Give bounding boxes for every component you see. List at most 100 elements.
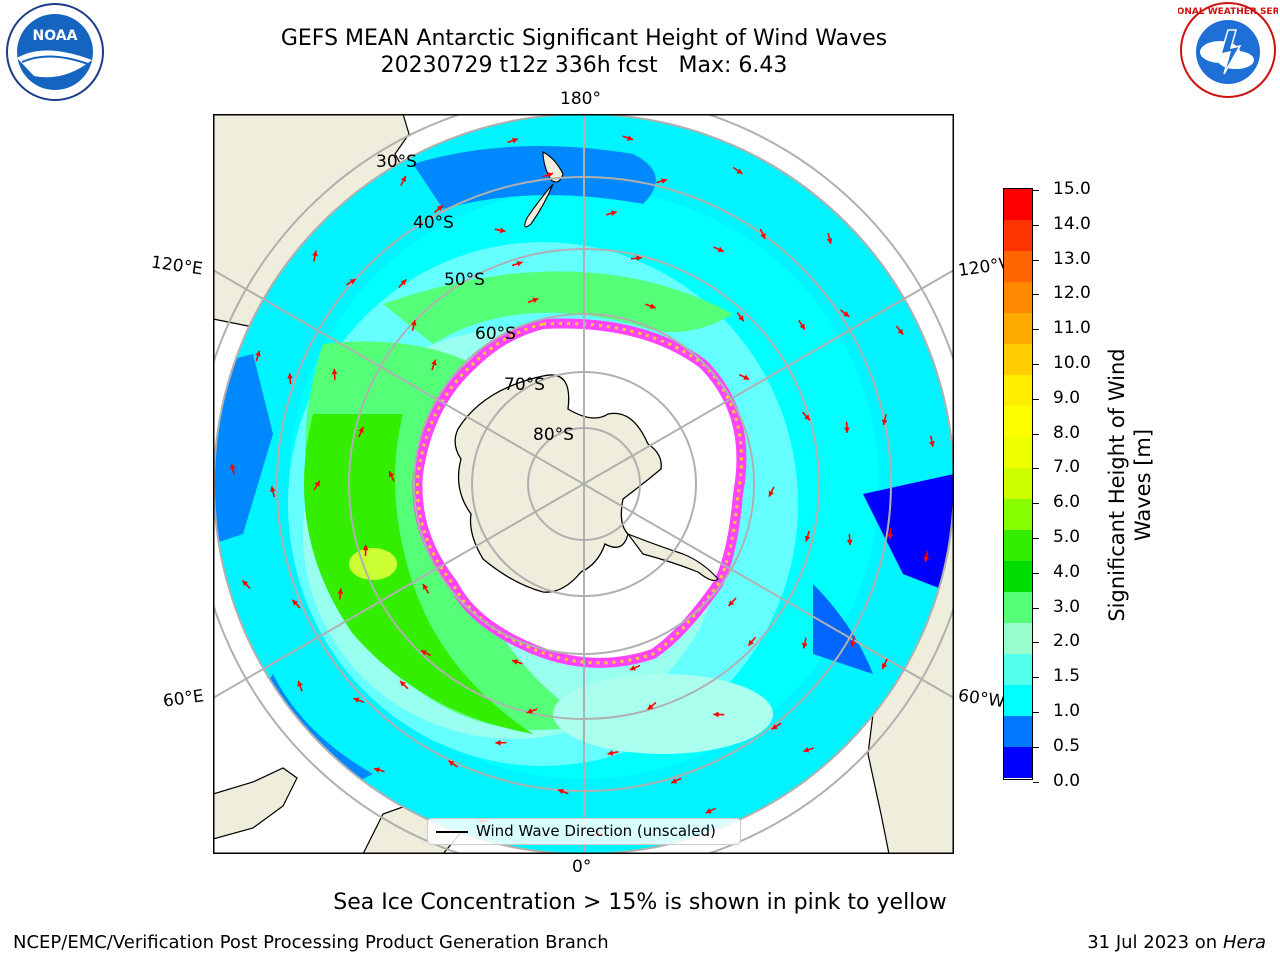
wave-arrow-head [717,246,724,253]
wave-arrow-head [512,659,519,665]
colorbar-tick-label: 12.0 [1053,283,1091,304]
colorbar-tick-label: 1.5 [1053,666,1081,687]
wave-arrow-head [388,471,395,478]
colorbar-tick-label: 5.0 [1053,527,1081,547]
wave-arrow-head [826,237,833,244]
wave-arrow-head [768,490,774,497]
nws-logo: NATIONAL WEATHER SERVICE [1178,2,1278,98]
wave-arrow-head [242,580,249,587]
wave-arrow-head [887,533,894,540]
sea-ice-note: Sea Ice Concentration > 15% is shown in … [333,890,947,915]
colorbar-tick-mark [1033,294,1039,296]
colorbar-tick-mark [1033,607,1039,609]
colorbar-title-line1: Significant Height of Wind [1105,348,1129,622]
wave-arrow-head [337,588,344,594]
wave-arrow-head [748,639,754,646]
wave-arrow-head [437,205,443,212]
wave-arrow-head [649,303,656,309]
colorbar-tick-mark [1033,642,1039,644]
colorbar-tick-label: 0.0 [1053,770,1081,791]
wave-arrow-head [846,539,853,546]
noaa-logo: NOAA [6,3,104,101]
colorbar-tick-label: 9.0 [1053,387,1081,408]
wave-arrow-head [362,544,369,551]
wave-arrow-head [844,427,850,433]
colorbar-segment [1004,282,1032,313]
colorbar-tick-label: 15.0 [1053,179,1091,199]
wave-arrow-head [314,480,320,487]
wave-direction-arrows [229,135,935,838]
wave-arrow-head [923,556,930,562]
colorbar-segment [1004,685,1032,716]
land-new-zealand [524,151,564,228]
footer-machine: Hera [1222,932,1266,953]
wave-arrow-head [422,583,429,590]
nws-logo-text: NATIONAL WEATHER SERVICE [1178,7,1278,17]
wave-arrow-head [897,328,904,335]
wave-arrow-head [495,739,501,746]
colorbar-tick-mark [1033,364,1039,365]
wave-arrow-head [881,662,888,669]
wave-arrow-head [312,250,318,257]
wave-arrow-head [410,320,417,326]
wave-arrow-head [557,788,564,795]
colorbar-segment [1004,623,1032,654]
wave-arrow-head [297,680,303,687]
colorbar-tick-label: 1.0 [1053,701,1081,721]
colorbar-segment [1004,375,1032,406]
wave-arrow-head [881,419,888,426]
lat-label-40: 40°S [413,213,454,233]
wave-arrow-head [448,760,455,767]
wave-arrow-head [627,135,633,141]
footer-date: 31 Jul 2023 on Hera [1087,932,1266,953]
colorbar-tick-label: 8.0 [1053,422,1081,443]
footer-credit: NCEP/EMC/Verification Post Processing Pr… [13,932,609,953]
colorbar-tick-mark [1033,677,1039,679]
colorbar-segment [1004,406,1032,437]
land-antarctic-peninsula [626,532,719,582]
chart-title: GEFS MEAN Antarctic Significant Height o… [280,26,888,51]
wave-arrow-head [292,599,299,606]
wave-arrow-head [532,297,539,304]
colorbar-tick-label: 0.5 [1053,735,1081,756]
wave-arrow-head [499,227,506,234]
colorbar-segment [1004,747,1032,778]
colorbar-segment [1004,220,1032,251]
map-legend: Wind Wave Direction (unscaled) [427,818,741,845]
graticule [213,114,954,854]
lat-label-80: 80°S [533,425,574,445]
colorbar-tick-mark [1033,746,1039,748]
wave-arrow-head [804,414,810,421]
wave-arrow-head [526,708,533,714]
colorbar-tick-label: 14.0 [1053,213,1091,234]
lon-label-upper-left: 120°E [149,252,204,280]
wave-arrow-head [843,311,850,317]
wave-arrow-head [738,315,744,322]
colorbar [1003,188,1033,780]
wave-arrow-head [400,681,406,687]
wave-arrow-head [713,711,719,718]
colorbar-tick-mark [1033,468,1039,470]
legend-line-swatch [436,831,468,833]
wave-arrow-head [743,374,750,380]
colorbar-segment [1004,654,1032,685]
colorbar-tick-mark [1033,259,1039,261]
map-border [213,114,954,854]
wave-arrow-head [255,350,261,357]
wave-arrow-head [607,750,614,756]
wave-arrow-head [647,704,654,710]
wave-arrow-head [799,323,805,330]
colorbar-segment [1004,468,1032,499]
wave-arrow-head [850,641,856,647]
wave-arrow-head [760,232,766,239]
lon-label-bottom: 0° [572,857,592,877]
colorbar-tick-label: 10.0 [1053,353,1091,373]
wave-arrow-head [431,359,437,366]
wave-arrow-head [771,724,778,730]
wave-arrow-head [804,535,811,542]
wave-arrow-head [547,172,554,178]
wave-arrow-head [373,767,380,773]
colorbar-tick-label: 11.0 [1053,318,1091,339]
land-africa [213,767,298,840]
lon-label-lower-right: 60°W [956,685,1007,713]
